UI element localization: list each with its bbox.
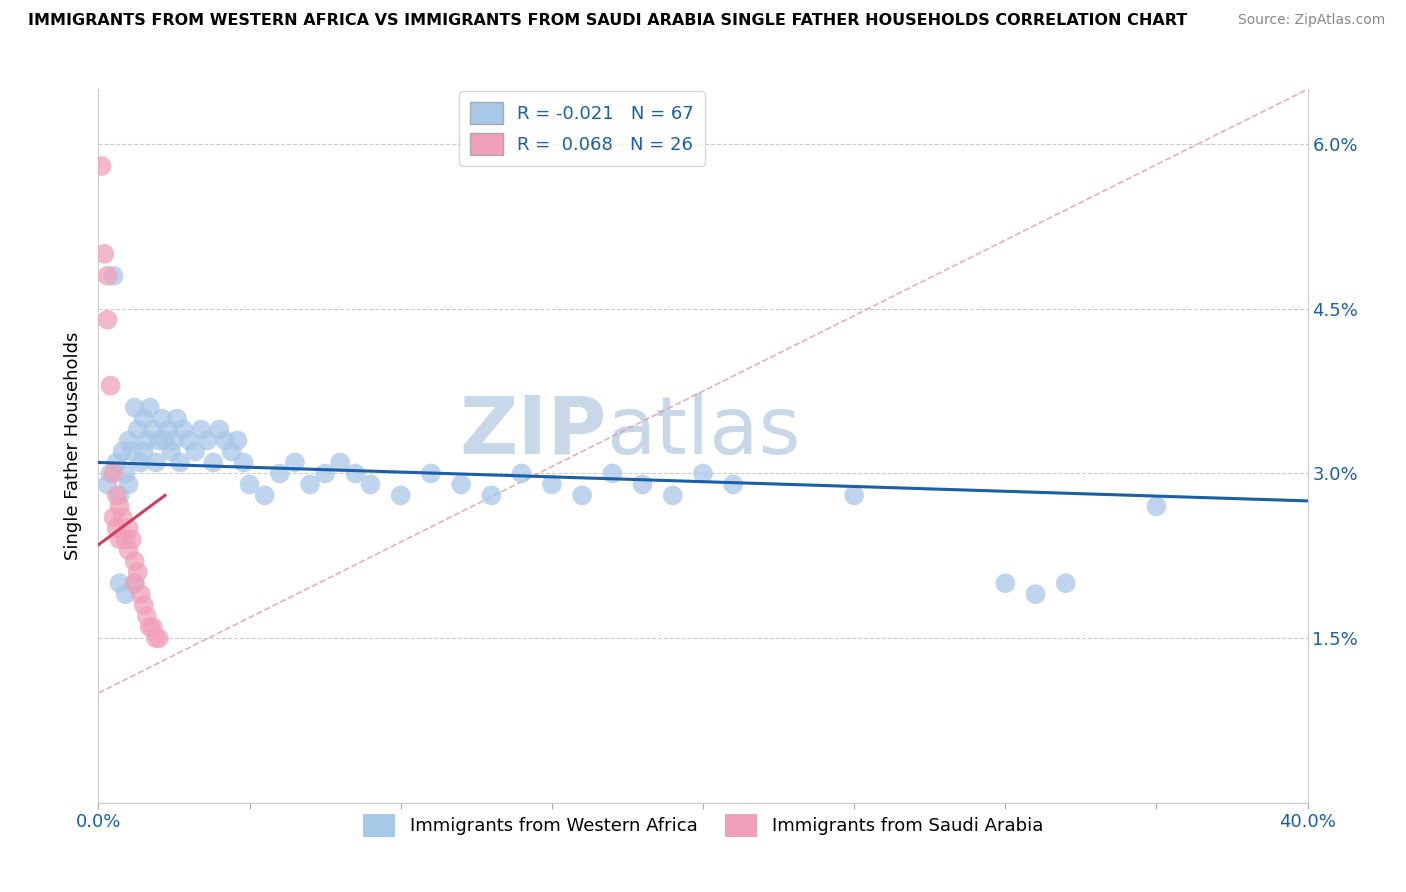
Point — [118, 434, 141, 448]
Point — [114, 467, 136, 481]
Point — [145, 631, 167, 645]
Point — [139, 401, 162, 415]
Point — [184, 444, 207, 458]
Point — [214, 434, 236, 448]
Point — [124, 401, 146, 415]
Point — [148, 434, 170, 448]
Point — [108, 576, 131, 591]
Point — [103, 268, 125, 283]
Point — [132, 411, 155, 425]
Point — [145, 455, 167, 469]
Point — [232, 455, 254, 469]
Point — [202, 455, 225, 469]
Point — [195, 434, 218, 448]
Point — [160, 444, 183, 458]
Point — [108, 500, 131, 514]
Point — [105, 488, 128, 502]
Point — [1024, 587, 1046, 601]
Text: IMMIGRANTS FROM WESTERN AFRICA VS IMMIGRANTS FROM SAUDI ARABIA SINGLE FATHER HOU: IMMIGRANTS FROM WESTERN AFRICA VS IMMIGR… — [28, 13, 1188, 29]
Point — [118, 521, 141, 535]
Point — [344, 467, 367, 481]
Point — [132, 444, 155, 458]
Point — [360, 477, 382, 491]
Point — [111, 510, 134, 524]
Point — [142, 423, 165, 437]
Point — [132, 598, 155, 612]
Point — [994, 576, 1017, 591]
Text: ZIP: ZIP — [458, 392, 606, 471]
Point — [226, 434, 249, 448]
Point — [661, 488, 683, 502]
Point — [127, 423, 149, 437]
Point — [129, 455, 152, 469]
Point — [844, 488, 866, 502]
Point — [172, 423, 194, 437]
Point — [105, 455, 128, 469]
Point — [571, 488, 593, 502]
Point — [190, 423, 212, 437]
Point — [253, 488, 276, 502]
Legend: Immigrants from Western Africa, Immigrants from Saudi Arabia: Immigrants from Western Africa, Immigran… — [356, 807, 1050, 844]
Point — [156, 423, 179, 437]
Point — [723, 477, 745, 491]
Point — [118, 477, 141, 491]
Point — [90, 159, 112, 173]
Point — [121, 533, 143, 547]
Point — [121, 444, 143, 458]
Point — [114, 533, 136, 547]
Point — [129, 587, 152, 601]
Point — [96, 268, 118, 283]
Point — [269, 467, 291, 481]
Point — [127, 566, 149, 580]
Point — [111, 444, 134, 458]
Point — [329, 455, 352, 469]
Point — [481, 488, 503, 502]
Point — [389, 488, 412, 502]
Point — [150, 411, 173, 425]
Point — [153, 434, 176, 448]
Point — [124, 576, 146, 591]
Point — [602, 467, 624, 481]
Point — [1144, 500, 1167, 514]
Point — [692, 467, 714, 481]
Point — [103, 510, 125, 524]
Point — [108, 533, 131, 547]
Point — [148, 631, 170, 645]
Point — [540, 477, 562, 491]
Point — [135, 609, 157, 624]
Point — [163, 434, 186, 448]
Point — [631, 477, 654, 491]
Text: Source: ZipAtlas.com: Source: ZipAtlas.com — [1237, 13, 1385, 28]
Point — [93, 247, 115, 261]
Point — [299, 477, 322, 491]
Point — [169, 455, 191, 469]
Point — [108, 488, 131, 502]
Point — [105, 521, 128, 535]
Y-axis label: Single Father Households: Single Father Households — [65, 332, 83, 560]
Point — [179, 434, 201, 448]
Point — [221, 444, 243, 458]
Point — [208, 423, 231, 437]
Point — [510, 467, 533, 481]
Point — [1054, 576, 1077, 591]
Point — [100, 378, 122, 392]
Point — [100, 467, 122, 481]
Point — [96, 312, 118, 326]
Point — [124, 576, 146, 591]
Point — [139, 620, 162, 634]
Point — [135, 434, 157, 448]
Point — [420, 467, 443, 481]
Point — [450, 477, 472, 491]
Point — [142, 620, 165, 634]
Point — [166, 411, 188, 425]
Point — [239, 477, 262, 491]
Text: atlas: atlas — [606, 392, 800, 471]
Point — [96, 477, 118, 491]
Point — [103, 467, 125, 481]
Point — [118, 543, 141, 558]
Point — [314, 467, 336, 481]
Point — [284, 455, 307, 469]
Point — [124, 554, 146, 568]
Point — [114, 587, 136, 601]
